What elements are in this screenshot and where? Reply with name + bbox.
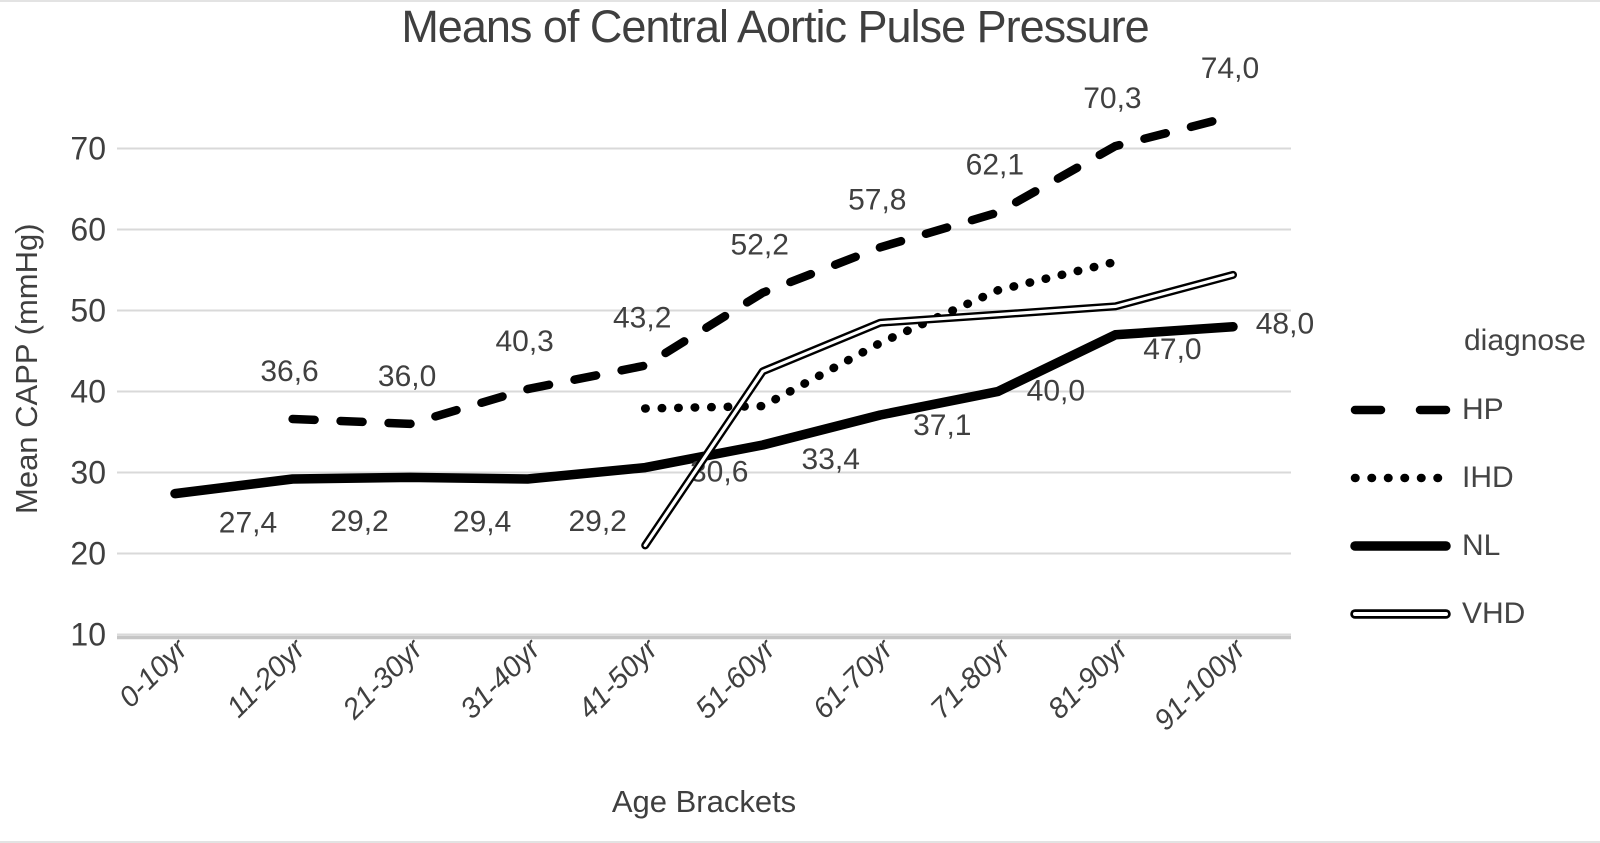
data-label-NL: 27,4 bbox=[219, 507, 277, 540]
legend-label: NL bbox=[1462, 529, 1501, 562]
y-tick-label: 10 bbox=[70, 617, 106, 653]
x-tick-label: 81-90yr bbox=[1042, 632, 1135, 725]
y-tick-label: 60 bbox=[70, 212, 106, 248]
y-tick-label: 20 bbox=[70, 536, 106, 572]
data-label-NL: 37,1 bbox=[913, 409, 971, 442]
y-tick-label: 40 bbox=[70, 374, 106, 410]
y-tick-label: 70 bbox=[70, 131, 106, 167]
data-label-NL: 29,4 bbox=[453, 505, 511, 538]
double-line-sample-icon bbox=[1350, 609, 1451, 619]
legend-entry-VHD: VHD bbox=[1348, 580, 1598, 648]
legend-label: VHD bbox=[1462, 597, 1526, 630]
data-label-HP: 57,8 bbox=[848, 183, 906, 216]
x-tick-label: 51-60yr bbox=[690, 632, 783, 725]
x-tick-label: 41-50yr bbox=[572, 632, 665, 725]
x-tick-label: 11-20yr bbox=[221, 632, 313, 724]
data-label-HP: 62,1 bbox=[966, 148, 1024, 181]
series-line-IHD bbox=[640, 257, 1120, 413]
series-line-VHD bbox=[643, 273, 1235, 547]
data-label-NL: 48,0 bbox=[1256, 308, 1314, 341]
data-label-HP: 70,3 bbox=[1083, 82, 1141, 115]
dotted-line-sample-icon bbox=[1350, 473, 1451, 483]
chart-title: Means of Central Aortic Pulse Pressure bbox=[401, 1, 1149, 52]
x-tick-label: 21-30yr bbox=[336, 632, 430, 726]
legend-entry-IHD: IHD bbox=[1348, 444, 1598, 512]
dashed-line-sample-icon bbox=[1350, 405, 1451, 415]
x-tick-label: 61-70yr bbox=[807, 632, 900, 725]
y-tick-label: 30 bbox=[70, 455, 106, 491]
x-tick-label: 31-40yr bbox=[454, 632, 547, 725]
legend-label: HP bbox=[1462, 393, 1504, 426]
data-label-HP: 36,0 bbox=[378, 360, 436, 393]
solid-line-sample-icon bbox=[1350, 541, 1451, 551]
x-tick-label: 0-10yr bbox=[113, 632, 195, 714]
x-tick-label: 91-100yr bbox=[1148, 632, 1253, 737]
legend-entries: HP IHD NL VHD bbox=[1348, 376, 1598, 648]
x-tick-label: 71-80yr bbox=[925, 632, 1018, 725]
data-label-HP: 40,3 bbox=[495, 325, 553, 358]
data-label-HP: 52,2 bbox=[731, 229, 789, 262]
data-label-NL: 33,4 bbox=[802, 443, 860, 476]
data-label-NL: 40,0 bbox=[1027, 375, 1085, 408]
legend-label: IHD bbox=[1462, 461, 1514, 494]
legend-title: diagnose bbox=[1464, 324, 1586, 357]
data-label-NL: 47,0 bbox=[1143, 333, 1201, 366]
legend: diagnose HP IHD NL VHD bbox=[1348, 322, 1598, 648]
y-tick-label: 50 bbox=[70, 293, 106, 329]
legend-entry-NL: NL bbox=[1348, 512, 1598, 580]
data-label-NL: 29,2 bbox=[568, 505, 626, 538]
data-label-HP: 43,2 bbox=[613, 302, 671, 335]
x-axis-title: Age Brackets bbox=[611, 784, 797, 819]
legend-entry-HP: HP bbox=[1348, 376, 1598, 444]
data-label-HP: 36,6 bbox=[260, 355, 318, 388]
series-line-HP bbox=[288, 111, 1238, 429]
data-label-NL: 29,2 bbox=[330, 505, 388, 538]
data-label-HP: 74,0 bbox=[1201, 52, 1259, 85]
